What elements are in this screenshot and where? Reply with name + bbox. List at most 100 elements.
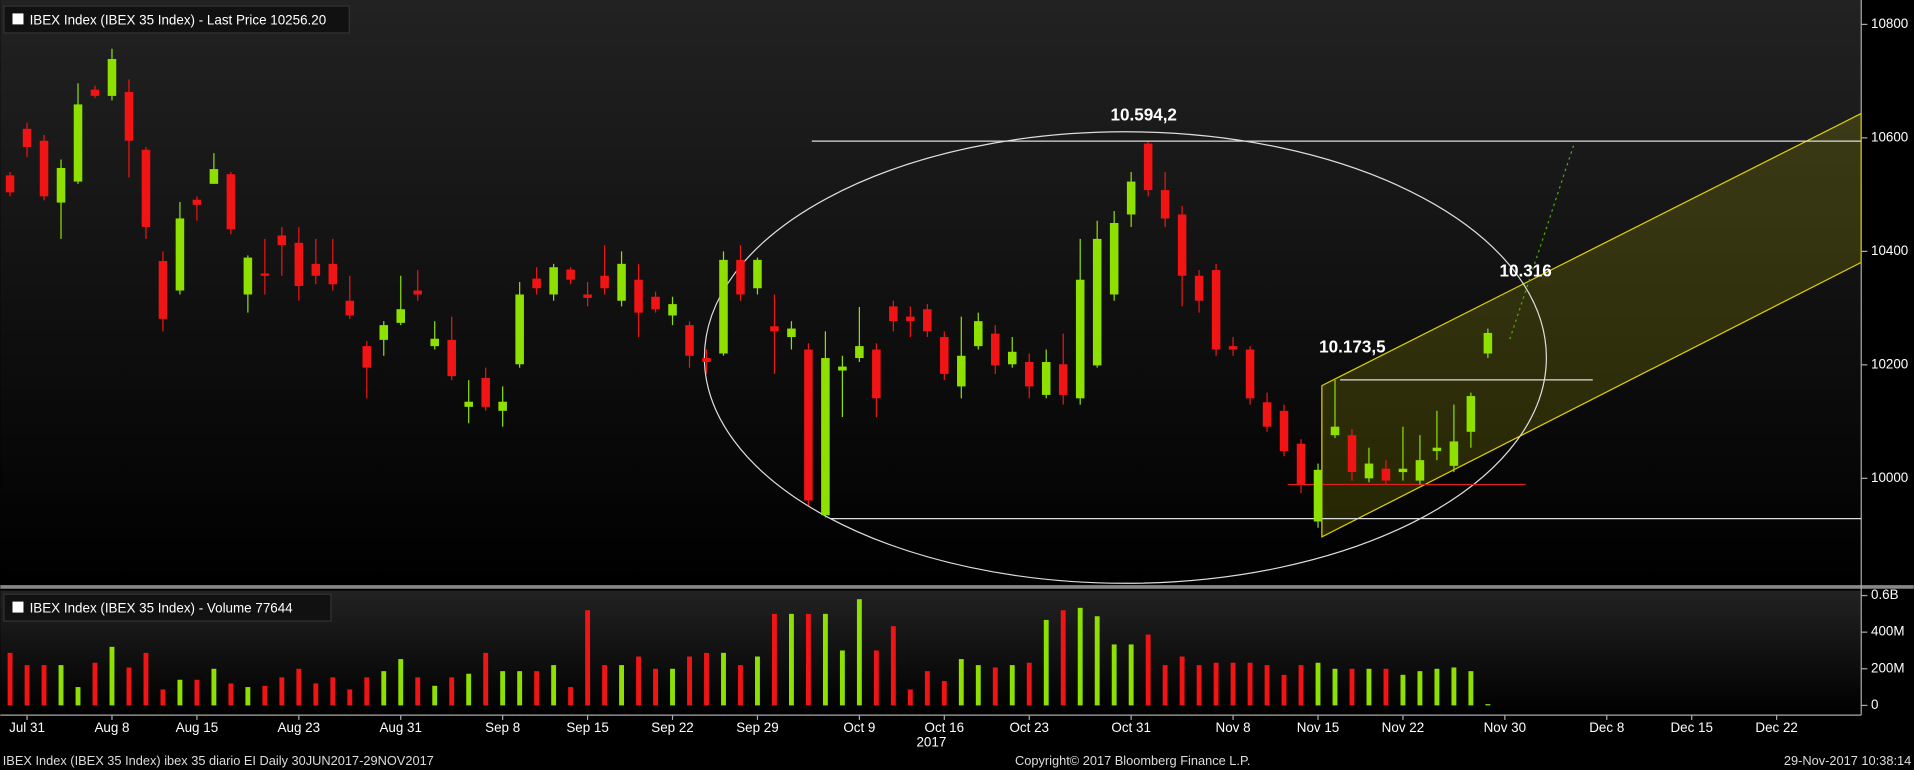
- candle-body: [685, 325, 694, 356]
- candle-body: [821, 358, 830, 516]
- candle-body: [1364, 463, 1374, 479]
- volume-bar: [313, 683, 319, 706]
- candle-body: [1194, 275, 1204, 301]
- volume-bar: [704, 652, 709, 706]
- candle-body: [311, 263, 321, 276]
- candle-body: [1092, 238, 1102, 366]
- candle-body: [940, 337, 949, 374]
- candle-body: [753, 259, 762, 289]
- candle-body: [634, 279, 643, 313]
- x-tick-label: Sep 8: [485, 720, 520, 735]
- candle-body: [90, 89, 100, 96]
- candle-body: [362, 346, 372, 368]
- candle-body: [600, 275, 609, 289]
- candle-body: [515, 294, 524, 365]
- x-year-label: 2017: [916, 735, 946, 750]
- volume-bar: [245, 687, 251, 706]
- candle-body: [719, 259, 728, 354]
- candle-body: [1313, 469, 1323, 522]
- candle-body: [804, 349, 813, 501]
- volume-bar: [585, 610, 591, 706]
- candle-body: [5, 175, 15, 193]
- volume-bar: [670, 668, 675, 706]
- volume-bar: [890, 626, 896, 706]
- x-tick-label: Oct 16: [925, 720, 965, 735]
- volume-bar: [262, 685, 268, 706]
- candle-body: [1449, 441, 1459, 466]
- volume-bar: [483, 652, 489, 706]
- volume-bar: [1383, 668, 1389, 706]
- candle-body: [277, 235, 287, 246]
- volume-bar: [619, 665, 625, 706]
- candle-body: [107, 59, 117, 96]
- candle-body: [413, 290, 423, 295]
- candle-body: [1296, 443, 1306, 485]
- y-tick-label: 400M: [1871, 624, 1905, 639]
- price-legend-box: [3, 5, 350, 34]
- volume-title: IBEX Index (IBEX 35 Index) - Volume 7764…: [30, 600, 294, 615]
- volume-bar: [330, 677, 336, 706]
- candle-body: [566, 269, 575, 280]
- volume-bar: [381, 671, 387, 706]
- candle-body: [651, 296, 660, 310]
- candle-body: [243, 257, 253, 295]
- candle-body: [430, 338, 439, 347]
- volume-bar: [1009, 665, 1015, 706]
- x-tick-label: Oct 23: [1009, 720, 1049, 735]
- volume-bar: [75, 687, 81, 706]
- volume-bar: [194, 679, 200, 706]
- candle-body: [549, 267, 558, 295]
- volume-bar: [1485, 704, 1491, 706]
- candle-body: [1075, 279, 1085, 399]
- x-tick-label: Sep 15: [566, 720, 609, 735]
- candle-body: [1466, 396, 1476, 432]
- annotation-label: 10.173,5: [1319, 337, 1386, 356]
- volume-bar: [873, 650, 879, 706]
- volume-bar: [1094, 616, 1100, 706]
- volume-bar: [24, 665, 30, 706]
- candle-body: [1024, 362, 1034, 387]
- candle-body: [345, 300, 355, 316]
- candle-body: [770, 326, 779, 332]
- volume-bar: [211, 668, 217, 706]
- volume-bar: [279, 677, 285, 706]
- candle-body: [1109, 222, 1119, 295]
- x-tick-label: Dec 15: [1670, 720, 1712, 735]
- y-tick-label: 10800: [1871, 16, 1908, 31]
- x-tick-label: Dec 22: [1755, 720, 1797, 735]
- volume-bar: [602, 665, 608, 706]
- candle-body: [1228, 346, 1238, 350]
- candle-body: [328, 263, 338, 285]
- volume-bar: [143, 652, 149, 706]
- volume-bar: [1026, 662, 1032, 706]
- candle-body: [1007, 351, 1017, 365]
- volume-bar: [1128, 644, 1134, 706]
- volume-bar: [1196, 665, 1202, 706]
- volume-bar: [1179, 656, 1185, 706]
- volume-bar: [1111, 644, 1117, 706]
- volume-bar: [126, 667, 132, 706]
- volume-bar: [449, 677, 455, 706]
- candle-body: [192, 199, 202, 205]
- annotation-label: 10.316: [1500, 262, 1552, 281]
- candle-body: [22, 128, 32, 147]
- volume-bar: [839, 650, 845, 706]
- x-tick-label: Sep 29: [736, 720, 779, 735]
- candle-body: [1483, 332, 1493, 354]
- volume-bar: [975, 665, 981, 706]
- volume-bar: [466, 673, 472, 706]
- candle-body: [1279, 410, 1289, 452]
- volume-bar: [1077, 607, 1083, 706]
- candle-body: [1398, 468, 1408, 473]
- volume-bar: [109, 646, 115, 706]
- volume-bar: [1281, 674, 1287, 706]
- volume-bar: [1247, 662, 1253, 706]
- candle-body: [1347, 435, 1357, 473]
- candle-body: [855, 346, 864, 359]
- volume-bar: [551, 665, 557, 706]
- candle-body: [889, 306, 898, 322]
- volume-bar: [721, 652, 726, 706]
- y-tick-label: 10600: [1871, 129, 1908, 144]
- candle-body: [668, 304, 677, 316]
